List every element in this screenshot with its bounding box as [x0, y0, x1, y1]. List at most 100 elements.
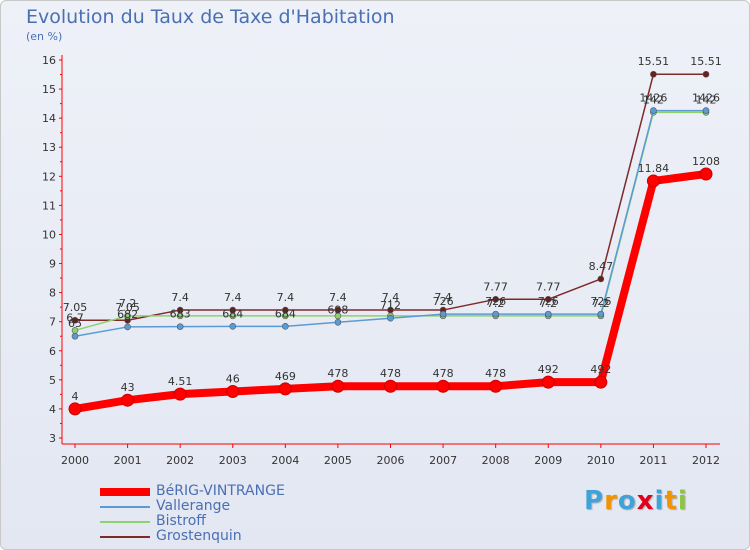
data-label: 492: [538, 363, 559, 376]
y-tick-label: 7: [49, 316, 56, 329]
data-label: 7.2: [540, 297, 558, 310]
series-b-rig-vintrange: [68, 167, 713, 416]
legend-label: Vallerange: [156, 498, 231, 514]
y-tick-label: 16: [42, 54, 56, 67]
data-point: [489, 379, 503, 393]
data-label: 4: [72, 390, 79, 403]
data-point: [334, 312, 342, 320]
data-point: [384, 379, 397, 393]
data-point: [492, 296, 499, 303]
data-label: 43: [121, 381, 135, 394]
data-point: [597, 310, 605, 318]
legend-swatch: [100, 536, 150, 538]
y-tick-label: 6: [49, 345, 56, 358]
data-label: 7.4: [329, 291, 347, 304]
x-tick-label: 2004: [271, 454, 299, 467]
data-label: 7.05: [115, 301, 140, 314]
data-label: 712: [380, 299, 401, 312]
data-point: [68, 402, 82, 416]
data-label: 7.2: [487, 297, 505, 310]
data-point: [124, 312, 131, 320]
data-point: [702, 107, 710, 114]
data-point: [594, 375, 608, 389]
data-label: 478: [433, 367, 454, 380]
data-label: 8.47: [589, 260, 614, 273]
data-label: 684: [275, 307, 296, 320]
data-label: 65: [68, 317, 82, 330]
legend-swatch: [100, 488, 150, 496]
proxiti-logo: Proxiti: [584, 486, 688, 516]
data-point: [176, 323, 184, 330]
x-tick-label: 2000: [61, 454, 89, 467]
data-label: 684: [222, 307, 243, 320]
data-label: 6.7: [66, 311, 84, 324]
logo-letter: r: [604, 486, 618, 516]
data-point: [492, 310, 499, 318]
data-label: 492: [590, 363, 611, 376]
legend-label: Bistroff: [156, 513, 206, 529]
data-point: [541, 375, 555, 389]
y-tick-label: 9: [49, 258, 56, 271]
data-point: [176, 312, 184, 320]
y-tick-label: 12: [42, 170, 56, 183]
data-label: 11.84: [638, 162, 670, 175]
data-label: 7.4: [277, 291, 295, 304]
data-label: 4.51: [168, 375, 193, 388]
data-point: [173, 387, 187, 401]
data-point: [278, 382, 292, 396]
data-label: 7.2: [119, 297, 137, 310]
x-tick-label: 2009: [534, 454, 562, 467]
data-point: [226, 384, 240, 398]
x-tick-label: 2002: [166, 454, 194, 467]
data-label: 7.4: [171, 291, 189, 304]
data-label: 7.77: [536, 280, 561, 293]
data-label: 1426: [639, 92, 667, 105]
y-tick-label: 8: [49, 287, 56, 300]
x-tick-label: 2008: [482, 454, 510, 467]
data-label: 683: [170, 308, 191, 321]
x-tick-label: 2006: [377, 454, 405, 467]
data-label: 142: [643, 93, 664, 106]
data-point: [436, 379, 450, 393]
data-point: [597, 275, 605, 283]
data-label: 726: [433, 295, 454, 308]
chart-title: Evolution du Taux de Taxe d'Habitation: [26, 6, 395, 28]
data-point: [282, 323, 289, 330]
legend-label: BéRIG-VINTRANGE: [156, 483, 285, 499]
x-tick-label: 2010: [587, 454, 615, 467]
data-label: 478: [327, 367, 348, 380]
chart-unit-label: (en %): [26, 30, 63, 43]
x-tick-label: 2005: [324, 454, 352, 467]
data-point: [699, 167, 713, 181]
data-label: 7.77: [483, 280, 508, 293]
data-point: [439, 310, 447, 318]
data-label: 142: [696, 93, 717, 106]
legend-swatch: [100, 506, 150, 508]
data-point: [124, 323, 131, 331]
x-tick-label: 2011: [639, 454, 667, 467]
data-label: 698: [327, 303, 348, 316]
y-tick-label: 5: [49, 374, 56, 387]
data-point: [121, 393, 135, 407]
data-point: [650, 107, 657, 114]
data-point: [71, 316, 79, 324]
data-label: 726: [590, 295, 611, 308]
legend-item: Grostenquin: [100, 528, 400, 544]
logo-letter: i: [654, 486, 665, 516]
data-point: [229, 312, 237, 320]
data-point: [544, 310, 552, 318]
x-tick-label: 2003: [219, 454, 247, 467]
legend-label: Grostenquin: [156, 528, 242, 544]
data-point: [650, 70, 657, 78]
data-point: [544, 296, 552, 303]
y-tick-label: 3: [49, 432, 56, 445]
legend-swatch: [100, 521, 150, 523]
chart-legend: BéRIG-VINTRANGE Vallerange Bistroff Grosten…: [100, 483, 400, 544]
logo-letter: i: [677, 486, 688, 516]
data-label: 478: [380, 367, 401, 380]
data-point: [282, 312, 289, 320]
data-label: 15.51: [690, 55, 722, 68]
data-label: 682: [117, 308, 138, 321]
data-label: 7.2: [592, 297, 610, 310]
